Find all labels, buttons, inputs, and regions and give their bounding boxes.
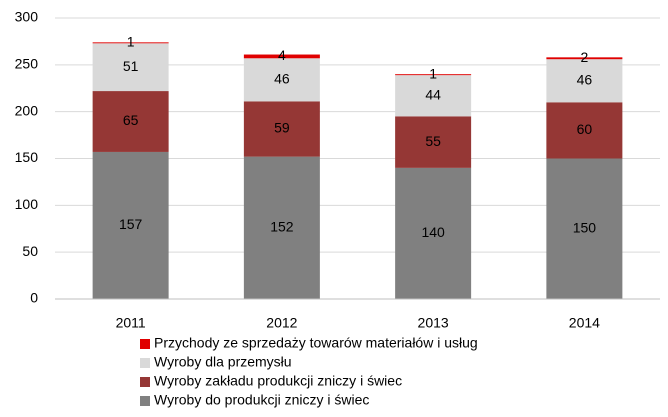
bar-segment <box>92 151 169 299</box>
bar-segment <box>546 158 623 299</box>
legend-swatch <box>140 396 150 406</box>
data-label: 60 <box>577 121 593 137</box>
bar-segment <box>395 74 472 76</box>
y-tick-label: 300 <box>15 9 39 25</box>
bar-segment <box>546 102 623 159</box>
bar-segment <box>92 43 169 92</box>
y-tick-label: 250 <box>15 56 39 72</box>
bar-segment <box>546 57 623 60</box>
x-tick-label: 2011 <box>116 315 146 331</box>
legend-label: Wyroby dla przemysłu <box>154 354 292 370</box>
legend-label: Wyroby zakładu produkcji zniczy i świec <box>154 373 402 389</box>
legend-swatch <box>140 339 150 349</box>
x-tick-label: 2013 <box>418 315 449 331</box>
bar-segment <box>395 75 472 117</box>
data-label: 59 <box>274 120 290 136</box>
data-label: 65 <box>123 112 139 128</box>
bar-segment <box>395 167 472 299</box>
data-label: 44 <box>425 86 441 102</box>
x-tick-label: 2012 <box>266 315 297 331</box>
bar-segment <box>243 156 320 299</box>
data-label: 152 <box>270 219 294 235</box>
data-label: 157 <box>119 216 143 232</box>
legend-swatch <box>140 377 150 387</box>
data-label: 46 <box>274 71 290 87</box>
data-label: 2 <box>580 49 588 65</box>
legend-label: Przychody ze sprzedaży towarów materiałó… <box>154 335 478 351</box>
data-label: 51 <box>123 58 139 74</box>
bar-segment <box>243 101 320 157</box>
bar-segment <box>243 54 320 59</box>
bar-segment <box>395 116 472 168</box>
bar-segment <box>92 42 169 44</box>
y-tick-label: 200 <box>15 102 39 118</box>
data-label: 140 <box>421 224 445 240</box>
x-tick-label: 2014 <box>569 315 600 331</box>
data-label: 1 <box>429 65 437 81</box>
bar-segment <box>243 58 320 102</box>
bar-segment <box>546 59 623 103</box>
data-label: 1 <box>127 34 135 50</box>
legend-swatch <box>140 358 150 368</box>
data-label: 4 <box>278 47 286 63</box>
legend-label: Wyroby do produkcji zniczy i świec <box>154 392 369 408</box>
y-tick-label: 100 <box>15 196 39 212</box>
data-label: 150 <box>573 219 597 235</box>
y-tick-label: 150 <box>15 149 39 165</box>
data-label: 55 <box>425 133 441 149</box>
y-tick-label: 50 <box>22 243 38 259</box>
y-tick-label: 0 <box>30 290 38 306</box>
bar-segment <box>92 91 169 152</box>
data-label: 46 <box>577 71 593 87</box>
